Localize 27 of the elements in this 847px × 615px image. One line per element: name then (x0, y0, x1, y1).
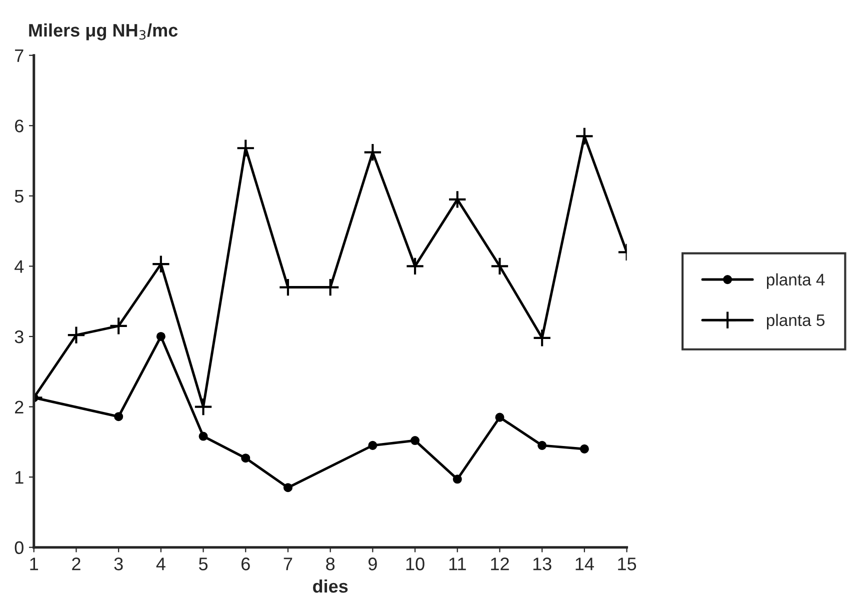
x-tick-label: 6 (242, 558, 250, 570)
x-tick-label: 12 (491, 558, 509, 570)
legend-label: planta 4 (766, 273, 825, 289)
x-tick-label: 1 (30, 558, 38, 570)
x-tick-label: 8 (326, 558, 335, 570)
x-tick-label: 4 (156, 558, 166, 570)
x-tick-label: 3 (114, 558, 123, 570)
x-tick-label: 9 (368, 558, 377, 570)
x-tick-label: 5 (198, 558, 208, 570)
y-tick-label: 7 (15, 49, 24, 62)
y-tick-label: 0 (14, 541, 24, 554)
legend-label: planta 5 (766, 314, 824, 330)
x-tick-label: 11 (449, 558, 466, 570)
y-tick-label: 3 (14, 330, 24, 344)
x-tick-label: 15 (618, 558, 636, 570)
y-tick-label: 2 (15, 400, 24, 414)
x-tick-label: 2 (72, 558, 80, 570)
y-axis-title: Milers μg NH$_{3}$/mc (29, 23, 178, 40)
y-tick-label: 4 (14, 260, 24, 273)
y-tick-label: 6 (15, 120, 24, 132)
x-tick-label: 14 (576, 558, 594, 570)
x-axis-title: dies (313, 579, 348, 593)
x-tick-label: 10 (406, 558, 424, 570)
x-tick-label: 13 (533, 558, 552, 570)
y-tick-label: 1 (15, 471, 24, 484)
y-tick-label: 5 (14, 190, 24, 203)
x-tick-label: 7 (284, 558, 292, 570)
